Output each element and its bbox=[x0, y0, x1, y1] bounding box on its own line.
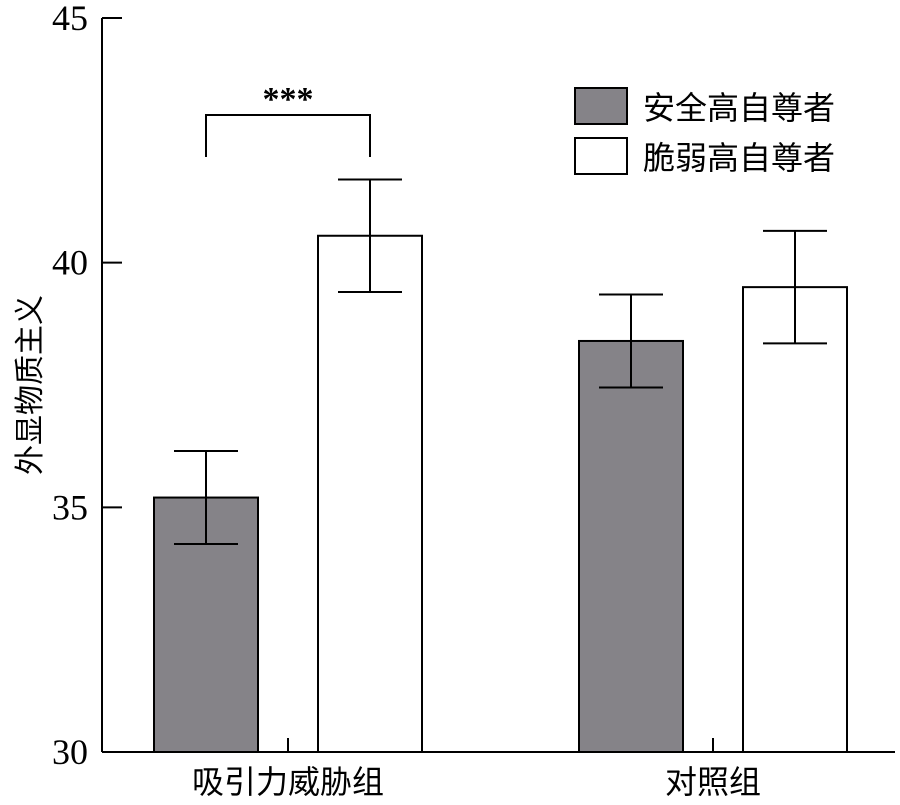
y-tick-label: 40 bbox=[52, 243, 88, 283]
legend-label: 脆弱高自尊者 bbox=[643, 139, 835, 177]
y-axis-label: 外显物质主义 bbox=[13, 295, 48, 475]
bars bbox=[153, 234, 848, 753]
legend-label: 安全高自尊者 bbox=[643, 89, 835, 127]
y-tick-label: 45 bbox=[52, 0, 88, 38]
bar bbox=[578, 339, 684, 753]
x-category-label: 对照组 bbox=[665, 763, 761, 801]
y-tick-label: 35 bbox=[52, 487, 88, 527]
significance-annotation: *** bbox=[205, 81, 371, 157]
x-category-label: 吸引力威胁组 bbox=[192, 763, 384, 801]
error-bars bbox=[174, 178, 827, 546]
bar bbox=[317, 234, 423, 753]
significance-label: *** bbox=[263, 81, 314, 118]
legend-swatch bbox=[574, 87, 628, 125]
legend-swatch bbox=[574, 137, 628, 175]
bar bbox=[742, 286, 848, 753]
significance-bracket bbox=[205, 114, 371, 157]
y-tick-label: 30 bbox=[52, 732, 88, 772]
